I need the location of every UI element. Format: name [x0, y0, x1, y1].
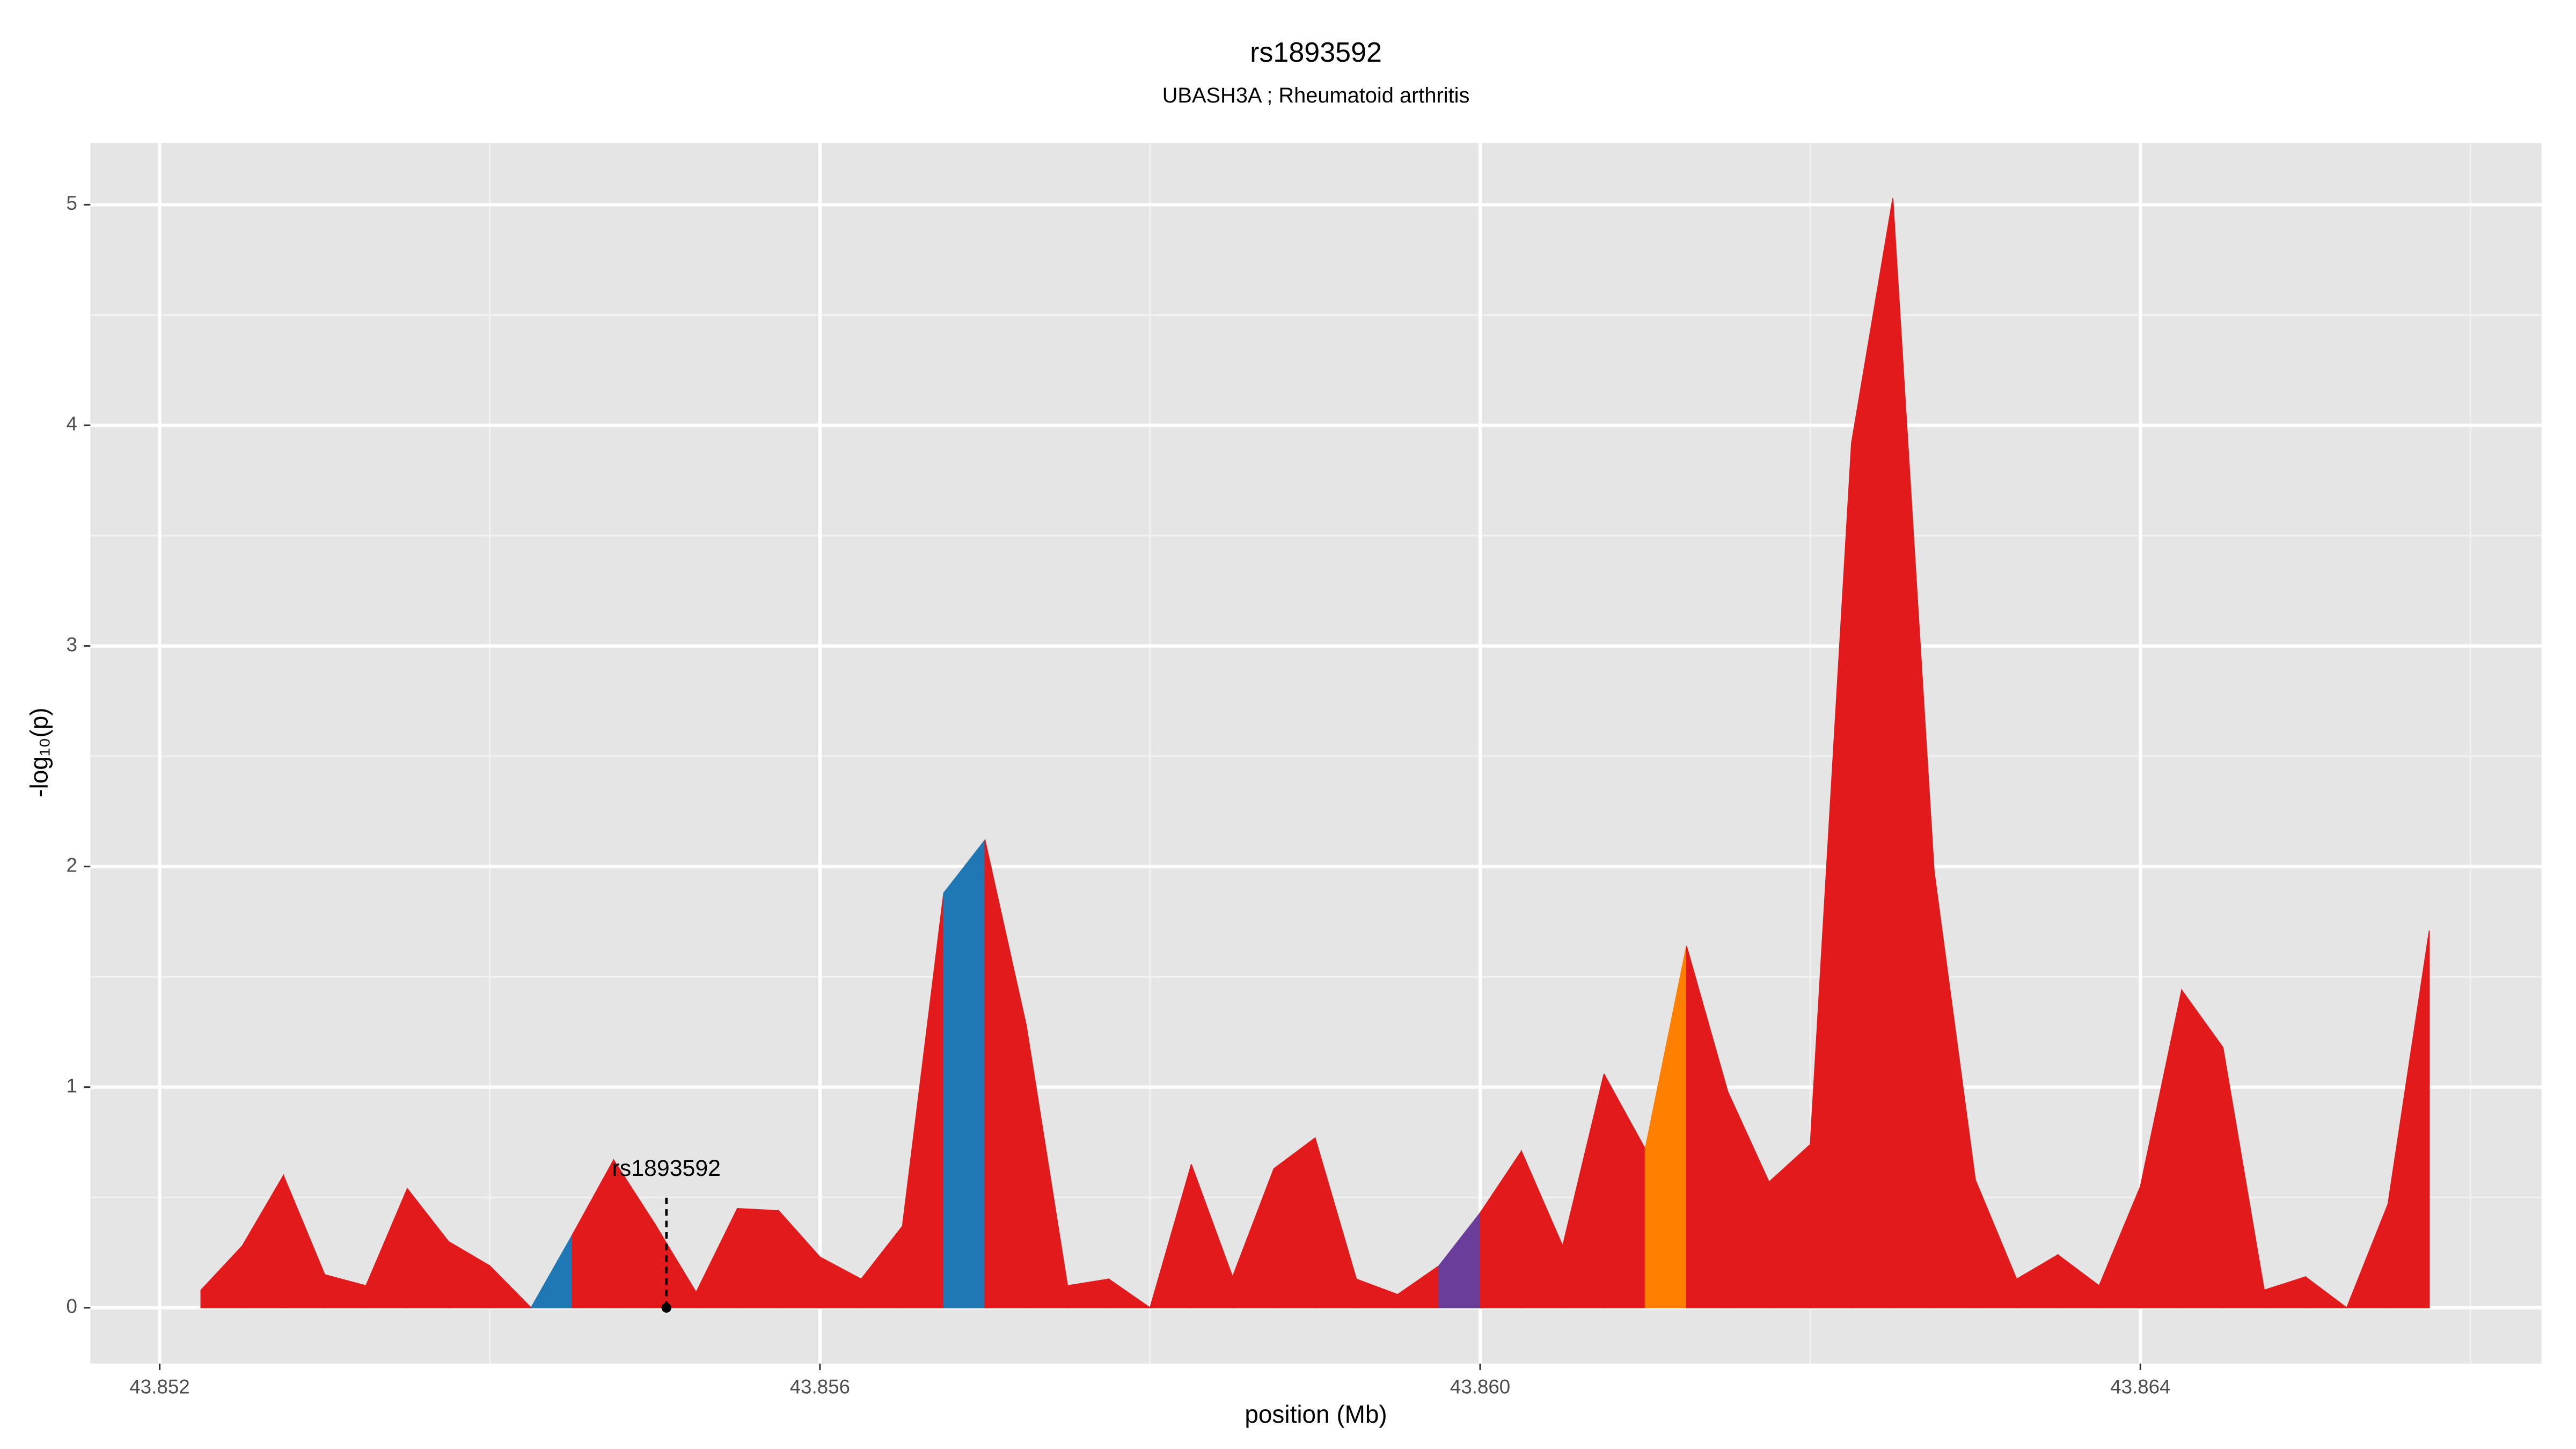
y-tick-label: 4 — [66, 413, 77, 435]
x-tick-label: 43.856 — [790, 1375, 850, 1397]
area-segment — [2387, 930, 2430, 1308]
annotation-point — [661, 1302, 671, 1313]
y-tick-label: 2 — [66, 854, 77, 876]
area-segment — [489, 1264, 532, 1308]
x-tick-label: 43.852 — [129, 1375, 189, 1397]
annotation-label: rs1893592 — [612, 1155, 721, 1181]
chart-subtitle: UBASH3A ; Rheumatoid arthritis — [1162, 84, 1470, 107]
y-tick-label: 5 — [66, 192, 77, 214]
area-segment — [2304, 1276, 2348, 1308]
area-segment — [737, 1208, 779, 1308]
y-axis-label: -log₁₀(p) — [25, 707, 53, 797]
x-axis-label: position (Mb) — [1245, 1400, 1387, 1428]
y-tick-label: 0 — [66, 1296, 77, 1318]
area-segment — [943, 838, 986, 1308]
chart-title: rs1893592 — [1250, 37, 1382, 68]
x-tick-label: 43.864 — [2110, 1375, 2170, 1397]
y-tick-label: 1 — [66, 1074, 77, 1096]
x-tick-label: 43.860 — [1450, 1375, 1510, 1397]
area-segment — [1108, 1278, 1152, 1308]
y-tick-label: 3 — [66, 633, 77, 655]
